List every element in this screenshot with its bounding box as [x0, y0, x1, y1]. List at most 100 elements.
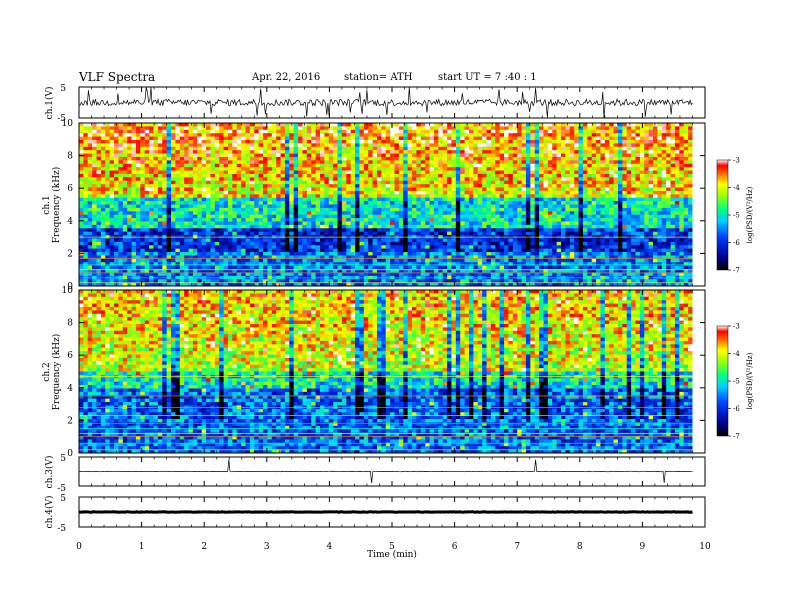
spectrogram-cell [333, 228, 338, 233]
spectrogram-cell [455, 146, 461, 151]
spectrogram-cell [451, 241, 457, 246]
spectrogram-cell [359, 129, 365, 134]
spectrogram-cell [482, 231, 487, 236]
spectrogram-cell [403, 221, 409, 226]
spectrogram-cell [206, 190, 211, 195]
spectrogram-cell [92, 272, 97, 277]
spectrogram-cell [333, 160, 338, 165]
spectrogram-cell [368, 180, 373, 185]
spectrogram-cell [355, 173, 360, 178]
spectrogram-cell [153, 170, 159, 175]
spectrogram-cell [425, 221, 430, 226]
spectrogram-cell [504, 143, 509, 148]
spectrogram-cell [499, 218, 505, 222]
spectrogram-cell [302, 282, 308, 287]
spectrogram-cell [254, 160, 260, 165]
spectrogram-cell [337, 197, 343, 202]
spectrogram-cell [197, 282, 203, 287]
spectrogram-cell [118, 214, 124, 219]
spectrogram-cell [390, 143, 395, 148]
spectrogram-cell [464, 150, 470, 154]
spectrogram-cell [460, 170, 466, 175]
spectrogram-cell [385, 194, 391, 199]
spectrogram-cell [92, 255, 97, 260]
spectrogram-cell [245, 146, 251, 151]
spectrogram-cell [315, 245, 321, 250]
spectrogram-cell [114, 156, 119, 161]
spectrogram-cell [482, 170, 487, 175]
spectrogram-cell [482, 190, 487, 195]
spectrogram-cell [521, 197, 527, 202]
spectrogram-cell [210, 167, 216, 171]
spectrogram-cell [517, 265, 522, 270]
spectrogram-cell [118, 262, 124, 267]
spectrogram-cell [79, 146, 84, 151]
spectrogram-cell [350, 252, 356, 256]
spectrogram-cell [460, 272, 466, 277]
spectrogram-cell [368, 170, 373, 175]
spectrogram-cell [83, 231, 89, 236]
spectrogram-cell [341, 218, 347, 222]
spectrogram-cell [92, 221, 97, 226]
spectrogram-cell [433, 252, 439, 256]
spectrogram-cell [451, 282, 457, 287]
spectrogram-cell [131, 173, 137, 178]
spectrogram-cell [490, 180, 496, 185]
spectrogram-cell [407, 221, 413, 226]
spectrogram-cell [328, 218, 334, 222]
spectrogram-cell [333, 153, 338, 158]
spectrogram-cell [206, 238, 211, 243]
spectrogram-cell [293, 123, 299, 127]
spectrogram-cell [96, 133, 102, 137]
spectrogram-cell [525, 167, 531, 171]
spectrogram-cell [486, 252, 492, 256]
spectrogram-cell [438, 221, 444, 226]
spectrogram-cell [214, 231, 220, 236]
spectrogram-cell [258, 207, 264, 212]
spectrogram-cell [144, 241, 150, 246]
spectrogram-cell [280, 190, 286, 195]
spectrogram-cell [188, 241, 194, 246]
spectrogram-cell [460, 187, 466, 192]
spectrogram-cell [87, 211, 93, 216]
spectrogram-cell [381, 245, 387, 250]
spectrogram-cell [346, 201, 352, 205]
spectrogram-cell [118, 204, 124, 209]
spectrogram-cell [267, 126, 273, 131]
spectrogram-cell [227, 218, 233, 222]
spectrogram-cell [79, 224, 84, 229]
spectrogram-cell [512, 173, 518, 178]
spectrogram-cell [227, 136, 233, 141]
spectrogram-cell [293, 126, 299, 131]
spectrogram-cell [525, 143, 531, 148]
spectrogram-cell [258, 187, 264, 192]
spectrogram-cell [302, 177, 308, 182]
spectrogram-cell [236, 143, 242, 148]
spectrogram-cell [490, 129, 496, 134]
spectrogram-cell [390, 184, 395, 188]
spectrogram-cell [293, 241, 299, 246]
spectrogram-cell [311, 136, 317, 141]
spectrogram-cell [420, 224, 426, 229]
spectrogram-cell [320, 197, 325, 202]
spectrogram-cell [368, 160, 373, 165]
spectrogram-cell [429, 218, 435, 222]
spectrogram-cell [315, 248, 321, 253]
spectrogram-cell [464, 228, 470, 233]
spectrogram-cell [398, 177, 404, 182]
spectrogram-cell [171, 265, 176, 270]
spectrogram-cell [341, 160, 347, 165]
spectrogram-cell [135, 265, 141, 270]
spectrogram-cell [184, 279, 189, 284]
spectrogram-cell [530, 218, 536, 222]
spectrogram-cell [236, 262, 242, 267]
spectrogram-cell [236, 279, 242, 284]
spectrogram-cell [328, 262, 334, 267]
spectrogram-cell [135, 146, 141, 151]
spectrogram-cell [420, 123, 426, 127]
spectrogram-cell [144, 150, 150, 154]
spectrogram-cell [210, 139, 216, 144]
spectrogram-cell [390, 129, 395, 134]
spectrogram-cell [289, 184, 295, 188]
spectrogram-cell [109, 231, 115, 236]
